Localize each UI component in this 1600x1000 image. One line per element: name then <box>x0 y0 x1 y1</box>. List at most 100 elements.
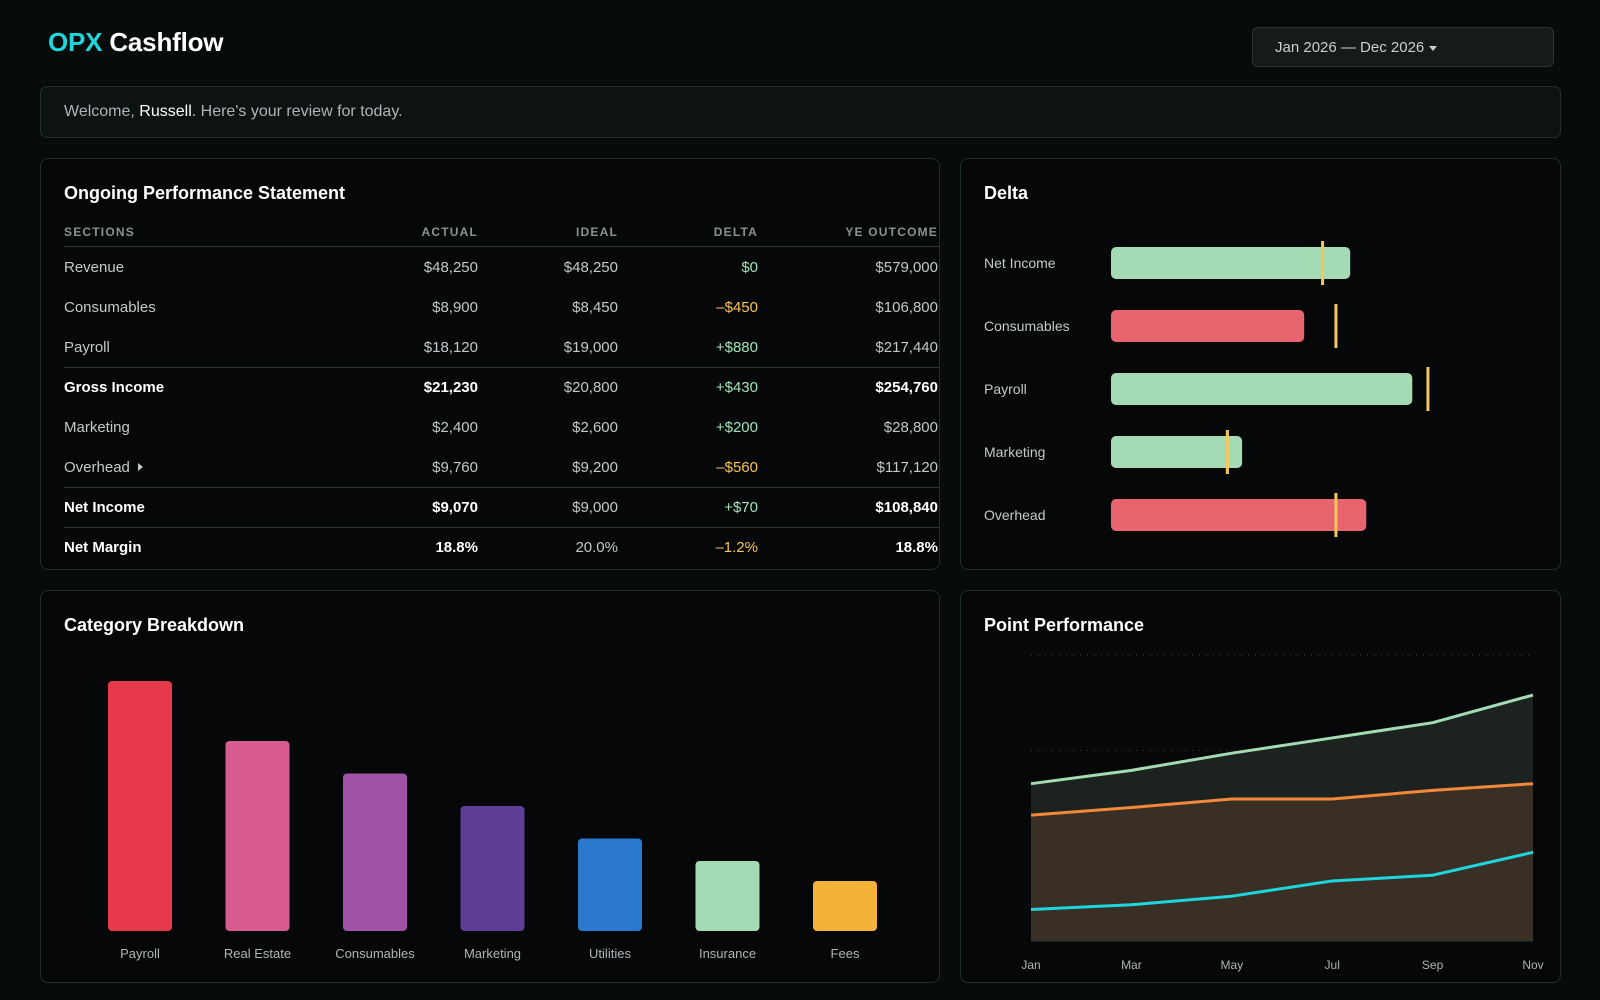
row-delta: –$450 <box>716 298 758 316</box>
row-ye-outcome: $117,120 <box>876 458 938 476</box>
column-header-delta: DELTA <box>713 224 758 239</box>
delta-row: Consumables <box>984 304 1338 348</box>
delta-row: Net Income <box>984 241 1351 285</box>
delta-bullet-chart: Net Income Consumables Payroll Marketing Ove… <box>984 241 1430 537</box>
row-actual: $18,120 <box>423 338 478 356</box>
row-actual: $48,250 <box>423 258 478 276</box>
x-tick-label: Utilities <box>589 946 631 961</box>
performance-statement-panel: Ongoing Performance Statement SECTIONS A… <box>40 158 940 570</box>
date-range-dropdown[interactable]: Jan 2026 — Dec 2026 <box>1252 27 1554 67</box>
row-ye-outcome: $108,840 <box>875 499 938 516</box>
row-ideal: $8,450 <box>572 298 618 316</box>
column-header-sections: SECTIONS <box>64 224 135 239</box>
bar-fees <box>813 881 877 931</box>
delta-bar <box>1111 373 1413 405</box>
bar-marketing <box>460 806 525 931</box>
delta-bar <box>1111 247 1351 279</box>
row-delta: +$200 <box>715 418 758 436</box>
column-header-ideal: IDEAL <box>576 224 618 239</box>
table-row[interactable]: Overhead $9,760 $9,200 –$560 $117,120 <box>64 447 939 487</box>
row-name: Payroll <box>64 338 110 356</box>
table-row: Consumables $8,900 $8,450 –$450 $106,800 <box>64 287 939 327</box>
bar-insurance <box>695 861 760 931</box>
bar-utilities <box>578 838 642 931</box>
welcome-user: Russell <box>139 103 192 120</box>
welcome-prefix: Welcome, <box>64 103 140 120</box>
table-row: Net Margin 18.8% 20.0% –1.2% 18.8% <box>64 527 939 567</box>
column-header-ye-outcome: YE OUTCOME <box>845 224 938 239</box>
row-ideal: $9,200 <box>572 458 618 476</box>
row-actual: $9,070 <box>432 499 478 516</box>
row-ideal: $48,250 <box>563 258 618 276</box>
row-ye-outcome: $106,800 <box>875 298 938 316</box>
row-ye-outcome: $28,800 <box>883 418 938 436</box>
row-name: Revenue <box>64 258 125 276</box>
delta-bar <box>1111 499 1367 531</box>
table-row: Payroll $18,120 $19,000 +$880 $217,440 <box>64 327 939 367</box>
delta-bar <box>1111 436 1243 468</box>
table-header: SECTIONS ACTUAL IDEAL DELTA YE OUTCOME <box>64 217 939 247</box>
delta-label: Consumables <box>984 318 1070 334</box>
row-ye-outcome: $579,000 <box>875 258 938 276</box>
x-tick-label: Mar <box>1121 958 1142 972</box>
series-line-1 <box>1030 782 1534 817</box>
x-tick-label: May <box>1220 958 1243 972</box>
category-bar-chart: Payroll Real Estate Consumables Marketing Ut… <box>108 681 877 961</box>
delta-target-marker <box>1321 241 1325 285</box>
row-name: Marketing <box>64 418 130 436</box>
delta-label: Overhead <box>984 507 1045 523</box>
date-range-label: Jan 2026 — Dec 2026 <box>1275 38 1425 56</box>
x-tick-label: Payroll <box>120 946 160 961</box>
delta-panel: Delta Net Income Consumables Payroll Market… <box>960 158 1561 570</box>
row-actual: $21,230 <box>423 379 478 396</box>
x-tick-label: Marketing <box>464 946 521 961</box>
x-tick-label: Fees <box>831 946 860 961</box>
statement-table: SECTIONS ACTUAL IDEAL DELTA YE OUTCOME R… <box>64 217 939 567</box>
row-ye-outcome: $254,760 <box>875 379 938 396</box>
row-actual: 18.8% <box>435 539 478 556</box>
row-name: Net Margin <box>64 539 142 556</box>
panel-title: Point Performance <box>984 615 1145 635</box>
row-delta: +$70 <box>724 499 758 516</box>
row-name: Overhead <box>64 458 130 476</box>
welcome-banner: Welcome, Russell. Here's your review for… <box>40 86 1561 138</box>
delta-target-marker <box>1334 493 1338 537</box>
row-delta: $0 <box>741 258 758 276</box>
table-row: Revenue $48,250 $48,250 $0 $579,000 <box>64 247 939 287</box>
welcome-suffix: . Here's your review for today. <box>191 103 403 120</box>
x-tick-label: Jul <box>1325 958 1340 972</box>
delta-label: Net Income <box>984 255 1056 271</box>
row-ideal: $19,000 <box>563 338 618 356</box>
row-ideal: $9,000 <box>572 499 618 516</box>
series-line-0 <box>1030 693 1534 786</box>
delta-row: Overhead <box>984 493 1367 537</box>
x-tick-label: Consumables <box>335 946 415 961</box>
panel-title: Ongoing Performance Statement <box>64 183 346 203</box>
x-tick-label: Jan <box>1021 958 1040 972</box>
row-ye-outcome: $217,440 <box>875 338 938 356</box>
row-ideal: $2,600 <box>572 418 618 436</box>
bar-real-estate <box>225 741 290 931</box>
delta-label: Marketing <box>984 444 1045 460</box>
caret-right-icon[interactable] <box>138 463 143 471</box>
table-row: Marketing $2,400 $2,600 +$200 $28,800 <box>64 407 939 447</box>
row-name: Net Income <box>64 499 145 516</box>
row-delta: –1.2% <box>715 539 758 556</box>
brand-accent: OPX <box>48 27 103 57</box>
panel-title: Category Breakdown <box>64 615 245 635</box>
bar-payroll <box>108 681 172 931</box>
x-tick-label: Insurance <box>699 946 756 961</box>
delta-bar <box>1111 310 1305 342</box>
x-tick-label: Real Estate <box>224 946 291 961</box>
table-row: Gross Income $21,230 $20,800 +$430 $254,760 <box>64 367 939 407</box>
delta-target-marker <box>1334 304 1338 348</box>
x-tick-label: Nov <box>1522 958 1543 972</box>
category-breakdown-panel: Category Breakdown Payroll Real Estate Con… <box>40 590 940 983</box>
delta-target-marker <box>1225 430 1229 474</box>
point-performance-chart: Jan Mar May Jul Sep Nov <box>1021 654 1544 972</box>
series-line-2 <box>1030 850 1534 912</box>
column-header-actual: ACTUAL <box>421 224 478 239</box>
row-name: Gross Income <box>64 379 165 396</box>
row-name: Consumables <box>64 298 156 316</box>
caret-down-icon <box>1429 45 1438 51</box>
